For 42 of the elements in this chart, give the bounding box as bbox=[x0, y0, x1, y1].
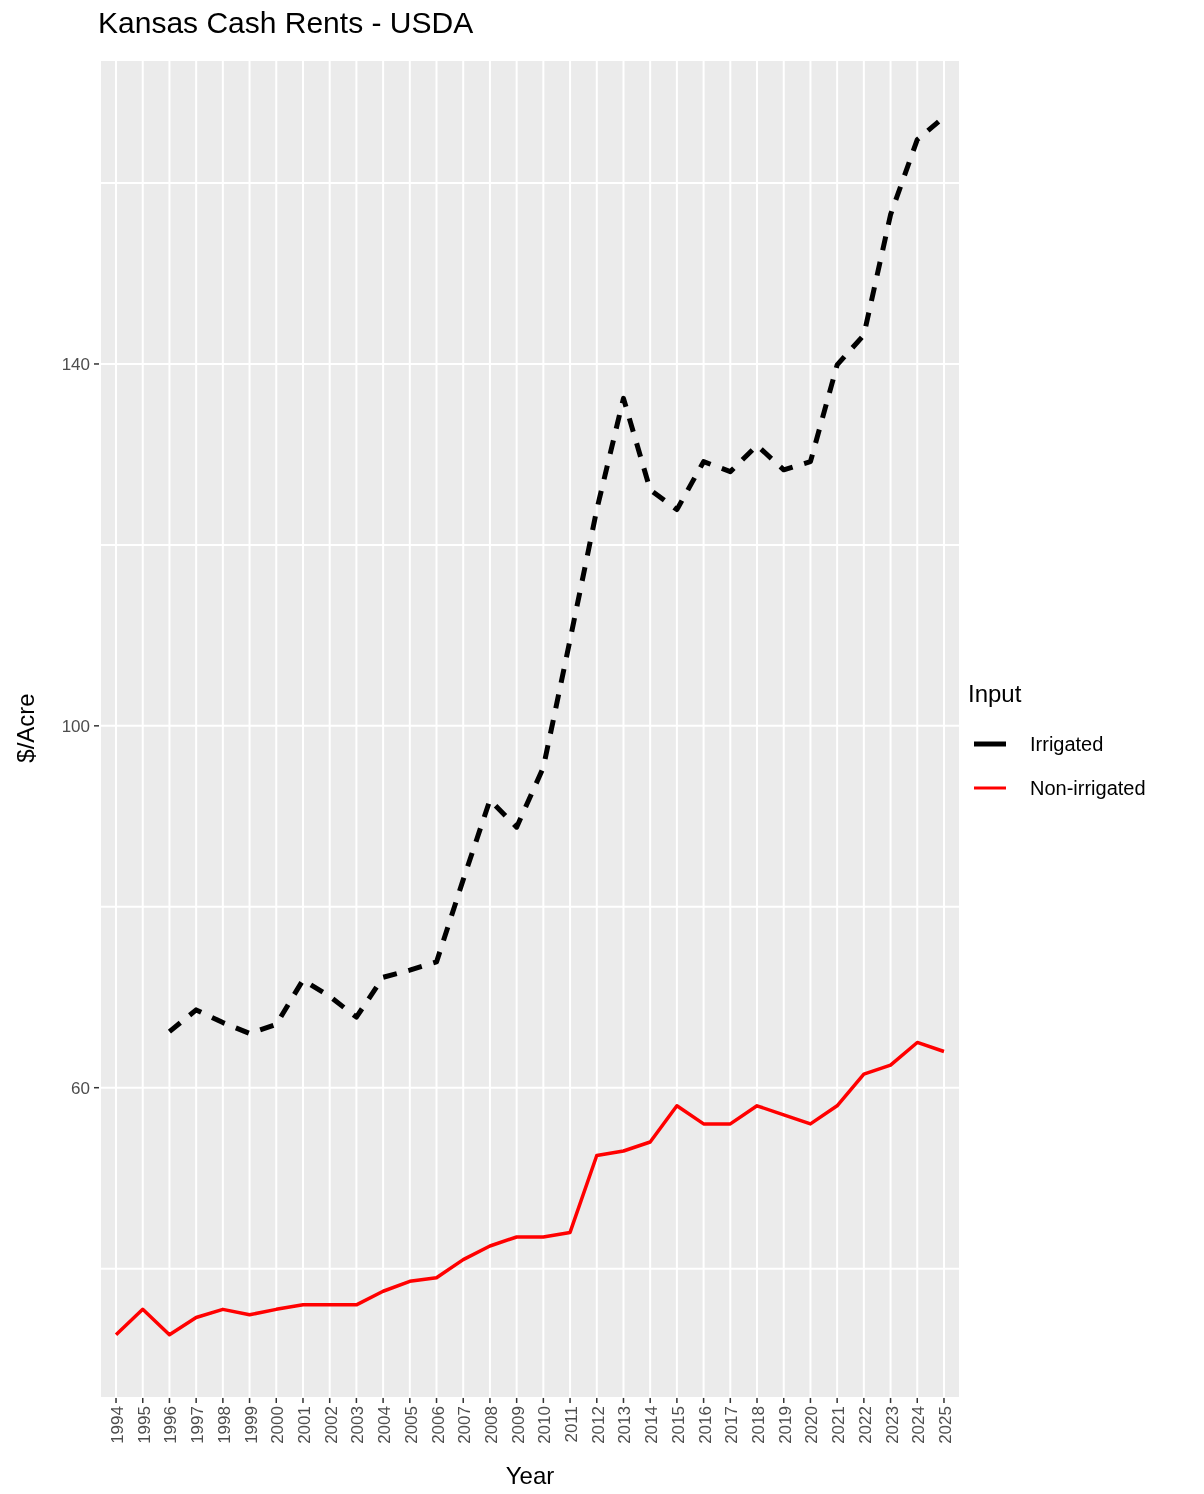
x-tick-label: 2008 bbox=[481, 1406, 501, 1444]
legend-label: Non-irrigated bbox=[1030, 776, 1146, 800]
legend-title: Input bbox=[968, 680, 1023, 708]
x-tick-label: 1996 bbox=[161, 1406, 181, 1444]
x-tick-label: 2009 bbox=[508, 1406, 528, 1444]
legend-label: Irrigated bbox=[1030, 732, 1104, 756]
x-tick-label: 2011 bbox=[562, 1406, 582, 1443]
x-tick-label: 1998 bbox=[214, 1406, 234, 1444]
y-tick-label: 140 bbox=[61, 354, 90, 374]
x-tick-label: 2019 bbox=[775, 1406, 795, 1444]
x-tick-label: 2004 bbox=[375, 1406, 395, 1444]
x-tick-label: 2000 bbox=[268, 1406, 288, 1444]
x-tick-label: 2006 bbox=[428, 1406, 448, 1444]
x-tick-label: 2013 bbox=[615, 1406, 635, 1444]
x-tick-label: 2012 bbox=[588, 1406, 608, 1444]
x-tick-label: 2010 bbox=[535, 1406, 555, 1444]
x-tick-label: 2016 bbox=[695, 1406, 715, 1444]
y-tick-label: 100 bbox=[61, 716, 90, 736]
x-tick-label: 1994 bbox=[108, 1406, 128, 1444]
x-tick-label: 1997 bbox=[188, 1406, 208, 1444]
x-axis-title: Year bbox=[504, 1462, 556, 1490]
x-tick-label: 2001 bbox=[294, 1406, 314, 1444]
x-tick-label: 2024 bbox=[909, 1406, 929, 1444]
x-tick-label: 2002 bbox=[321, 1406, 341, 1444]
line-series bbox=[114, 1040, 946, 1337]
x-tick-label: 2022 bbox=[855, 1406, 875, 1444]
x-tick-label: 2003 bbox=[348, 1406, 368, 1444]
x-tick-label: 2014 bbox=[642, 1406, 662, 1444]
y-axis-title: $/Acre bbox=[12, 693, 40, 763]
x-tick-label: 2023 bbox=[882, 1406, 902, 1444]
x-tick-label: 1999 bbox=[241, 1406, 261, 1444]
x-tick-label: 2007 bbox=[455, 1406, 475, 1444]
x-tick-label: 2015 bbox=[668, 1406, 688, 1444]
x-tick-label: 2005 bbox=[401, 1406, 421, 1444]
y-tick-label: 60 bbox=[71, 1078, 90, 1098]
x-tick-label: 2025 bbox=[935, 1406, 955, 1444]
x-tick-label: 2020 bbox=[802, 1406, 822, 1444]
x-tick-label: 2018 bbox=[749, 1406, 769, 1444]
x-tick-label: 2021 bbox=[829, 1406, 849, 1444]
x-tick-label: 1995 bbox=[134, 1406, 154, 1444]
x-tick-label: 2017 bbox=[722, 1406, 742, 1444]
chart-title: Kansas Cash Rents - USDA bbox=[98, 6, 474, 40]
